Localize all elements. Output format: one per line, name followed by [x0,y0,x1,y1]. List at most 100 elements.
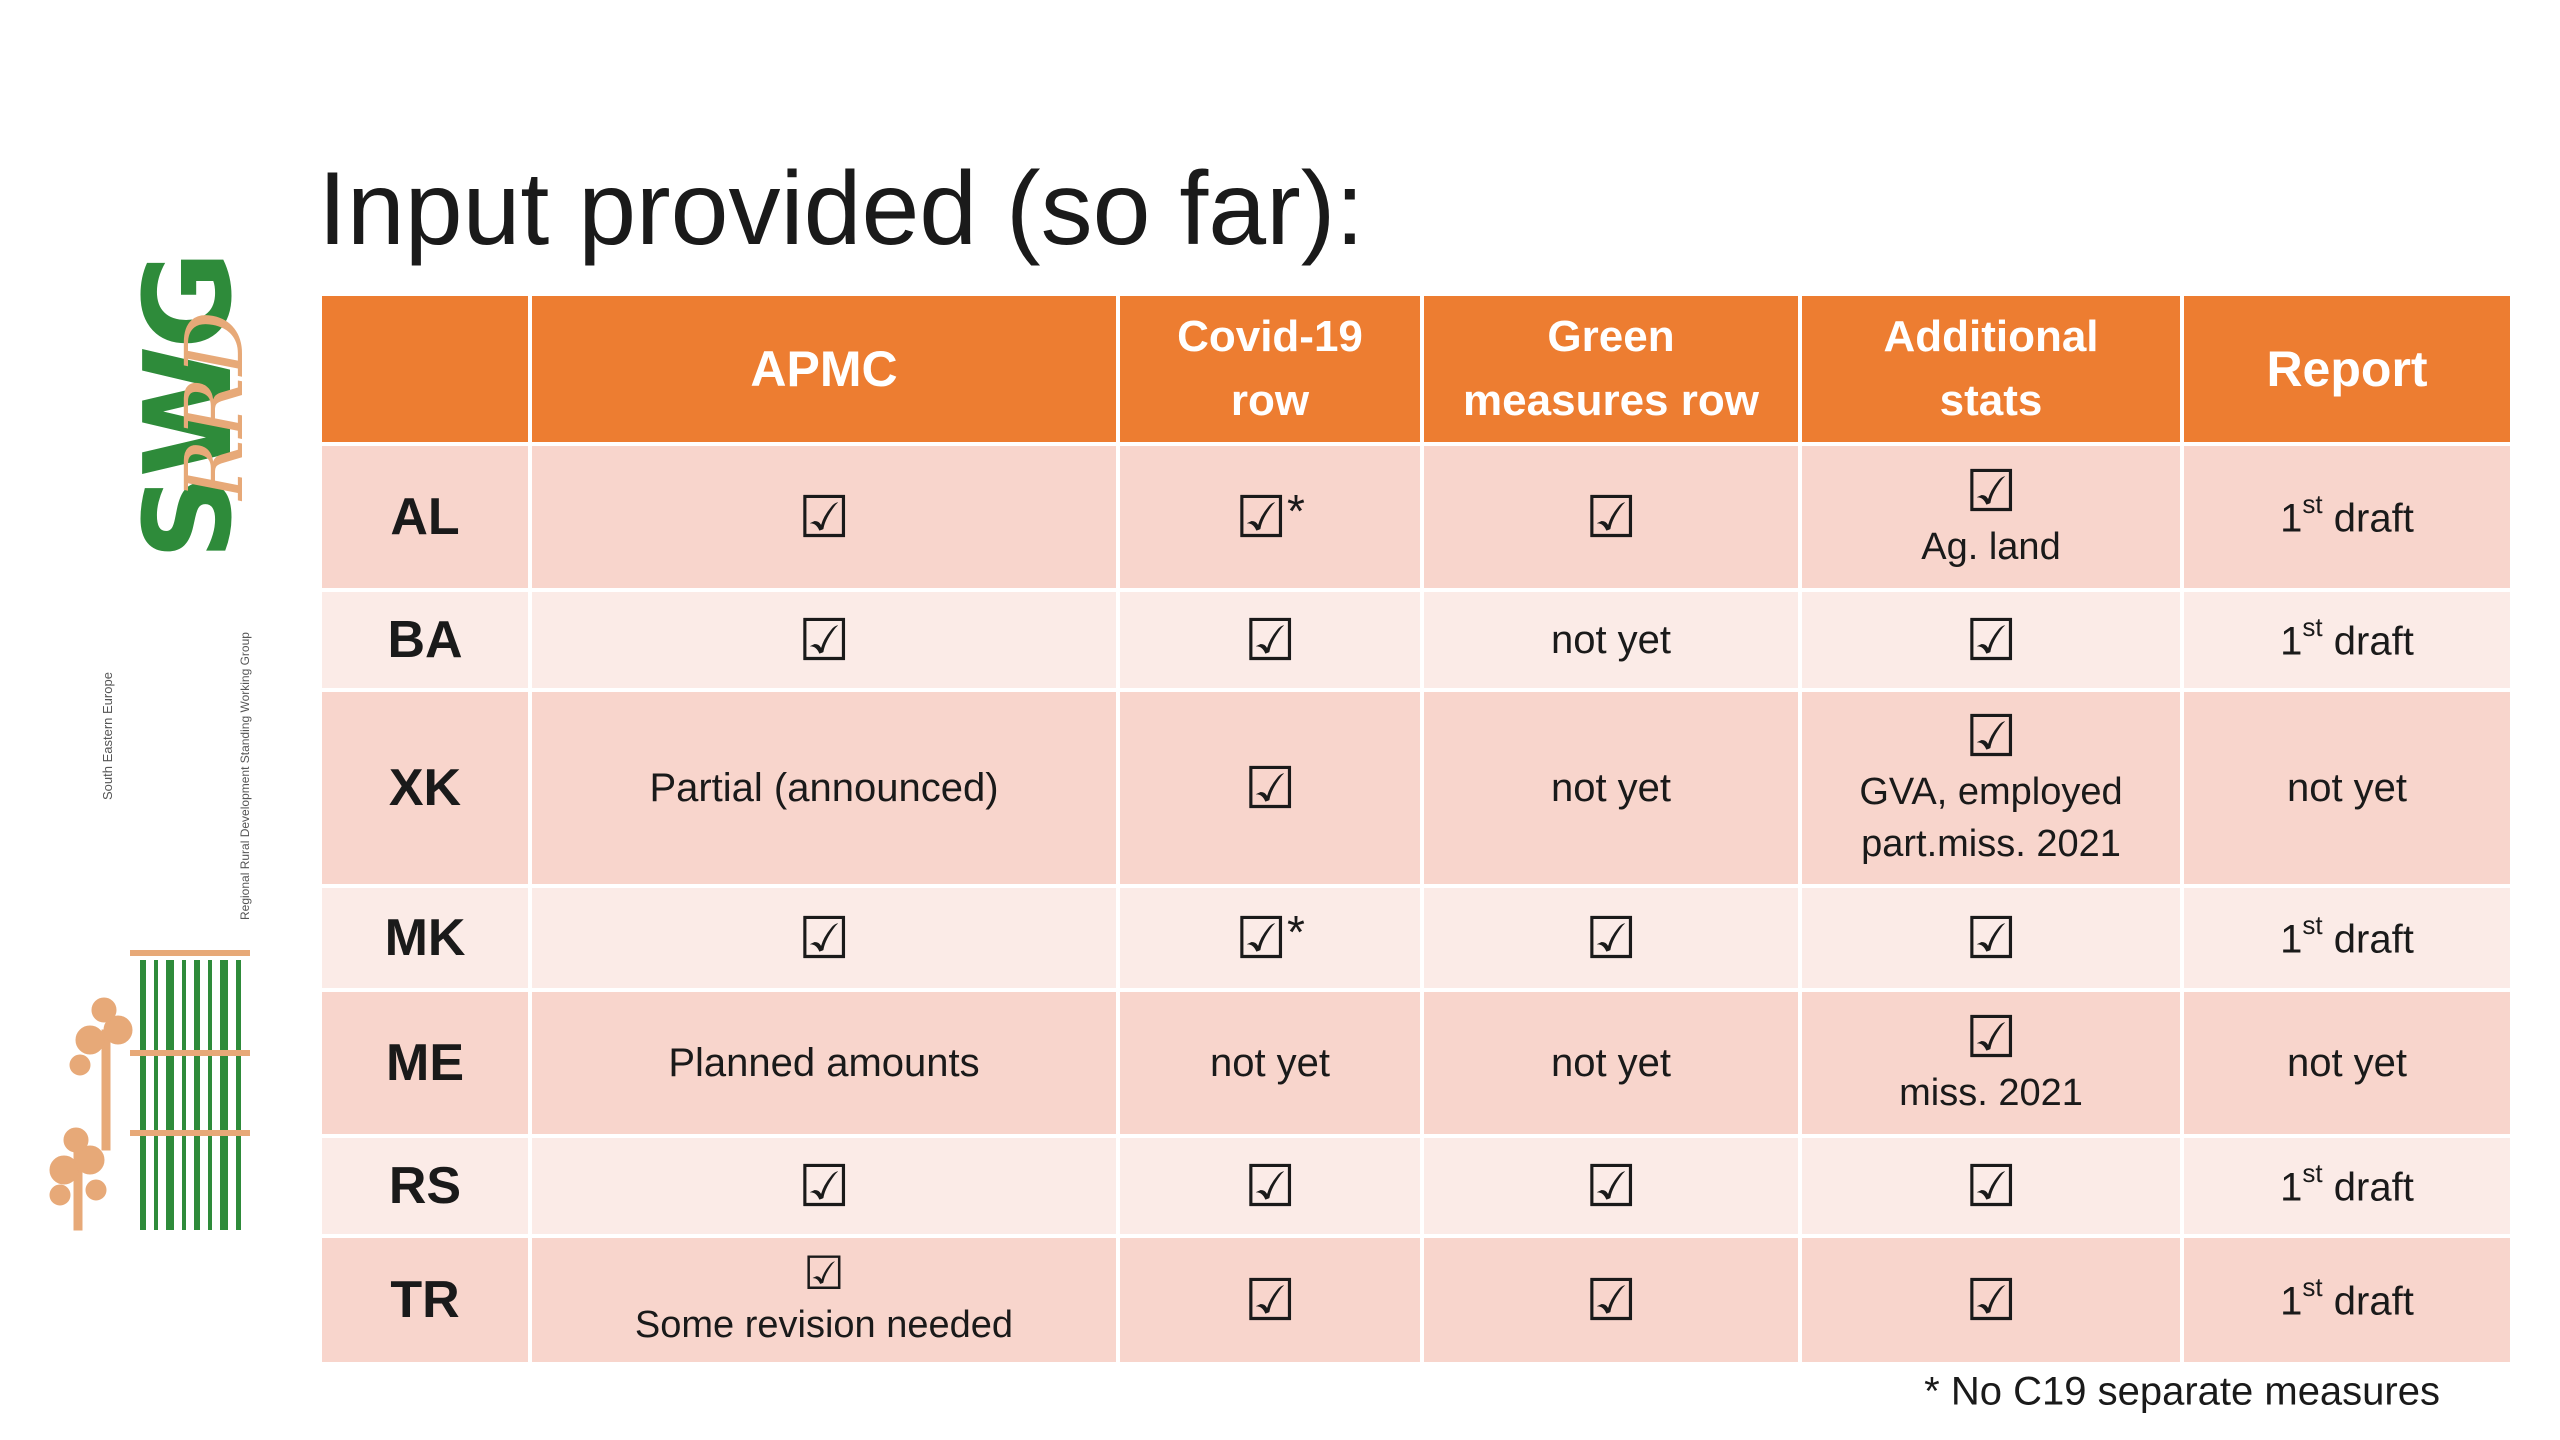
report-number: 1 [2280,496,2303,541]
report-number: 1 [2280,619,2303,664]
cell-green: not yet [1420,588,1802,692]
report-draft-label: draft [2322,496,2414,541]
table-row: AL ☑ ☑* ☑ ☑ Ag. land 1st draft [318,442,2514,592]
report-draft-label: draft [2322,1279,2414,1324]
cell-apmc: ☑ [528,1134,1120,1238]
cell-covid: ☑ [1116,1134,1424,1238]
cell-covid: ☑* [1116,442,1424,592]
cell-report: 1st draft [2180,1134,2514,1238]
checkbox-checked-icon: ☑ [798,605,850,674]
logo-rrd-text: RRD [168,309,261,500]
cell-report: 1st draft [2180,884,2514,992]
checkbox-checked-icon: ☑ [798,903,850,972]
checkbox-checked-icon: ☑ [1585,1265,1637,1334]
cell-additional: ☑ [1798,1234,2184,1366]
report-number: 1 [2280,917,2303,962]
cell-additional: ☑ [1798,588,2184,692]
header-country [318,292,532,446]
checkbox-checked-icon: ☑ [1244,605,1296,674]
header-apmc: APMC [528,292,1120,446]
cell-additional: ☑ Ag. land [1798,442,2184,592]
checkbox-checked-icon: ☑ [1585,903,1637,972]
checkbox-checked-icon: ☑ [1244,753,1296,822]
checkbox-checked-icon: ☑ [1965,605,2017,674]
cell-green: ☑ [1420,884,1802,992]
cell-apmc: Partial (announced) [528,688,1120,888]
checkbox-checked-icon: ☑ [1585,1151,1637,1220]
checkbox-checked-icon: ☑ [1965,1002,2017,1071]
green-text: not yet [1550,765,1672,810]
apmc-text: Partial (announced) [649,765,999,810]
footnote: * No C19 separate measures [1924,1369,2440,1414]
cell-country: XK [318,688,532,888]
slide-title: Input provided (so far): [318,151,1365,267]
asterisk-mark: * [1287,905,1305,958]
report-draft-label: draft [2322,619,2414,664]
cell-green: ☑ [1420,1234,1802,1366]
cell-country: AL [318,442,532,592]
green-text: not yet [1550,1040,1672,1085]
covid-text: not yet [1209,1040,1331,1085]
cell-report: 1st draft [2180,442,2514,592]
checkbox-checked-icon: ☑ [798,482,850,551]
checkbox-checked-icon: ☑ [1965,1265,2017,1334]
cell-green: not yet [1420,988,1802,1138]
cell-apmc: Planned amounts [528,988,1120,1138]
checkbox-checked-icon: ☑ [1965,1151,2017,1220]
report-draft-label: draft [2322,1165,2414,1210]
checkbox-checked-icon: ☑ [1965,701,2017,770]
header-green-line1: Green [1547,312,1675,361]
cell-green: not yet [1420,688,1802,888]
cell-covid: ☑ [1116,688,1424,888]
checkbox-checked-icon: ☑ [1235,903,1288,972]
swg-rrd-logo [30,390,270,1250]
input-status-table: APMC Covid-19 row Green measures row Add… [318,292,2514,1366]
table-body: AL ☑ ☑* ☑ ☑ Ag. land 1st draft BA ☑ ☑ not yet ☑ 1st … [318,442,2514,1366]
header-additional-line2: stats [1939,376,2043,425]
cell-report: 1st draft [2180,588,2514,692]
header-green-line2: measures row [1463,376,1759,425]
additional-note: Ag. land [1921,525,2061,568]
checkbox-checked-icon: ☑ [1965,903,2017,972]
table-header-row: APMC Covid-19 row Green measures row Add… [318,292,2514,446]
cell-report: not yet [2180,988,2514,1138]
cell-apmc: ☑ Some revision needed [528,1234,1120,1366]
apmc-note: Some revision needed [634,1303,1014,1346]
cell-report: 1st draft [2180,1234,2514,1366]
cell-additional: ☑ GVA, employed part.miss. 2021 [1798,688,2184,888]
cell-apmc: ☑ [528,588,1120,692]
report-ordinal-suffix: st [2302,1271,2323,1302]
cell-green: ☑ [1420,1134,1802,1238]
checkbox-checked-icon: ☑ [1244,1151,1296,1220]
logo-trees-barcode-icon [49,950,250,1231]
header-covid: Covid-19 row [1116,292,1424,446]
cell-apmc: ☑ [528,884,1120,992]
header-additional: Additional stats [1798,292,2184,446]
report-draft-label: draft [2322,917,2414,962]
logo-group-text: Regional Rural Development Standing Work… [238,632,252,920]
report-ordinal-suffix: st [2302,488,2323,519]
cell-report: not yet [2180,688,2514,888]
cell-country: BA [318,588,532,692]
additional-note: miss. 2021 [1899,1071,2083,1114]
cell-green: ☑ [1420,442,1802,592]
cell-additional: ☑ [1798,884,2184,992]
cell-additional: ☑ [1798,1134,2184,1238]
report-ordinal-suffix: st [2302,909,2323,940]
header-covid-line2: row [1230,376,1310,425]
table-row: XK Partial (announced) ☑ not yet ☑ GVA, emplo… [318,688,2514,888]
logo-region-text: South Eastern Europe [100,672,115,800]
report-number: 1 [2280,1279,2303,1324]
asterisk-mark: * [1287,484,1305,537]
header-green: Green measures row [1420,292,1802,446]
cell-covid: not yet [1116,988,1424,1138]
checkbox-checked-icon: ☑ [798,1151,850,1220]
report-text: not yet [2286,1040,2408,1085]
header-report: Report [2180,292,2514,446]
cell-country: TR [318,1234,532,1366]
header-additional-line1: Additional [1883,312,2099,361]
cell-country: ME [318,988,532,1138]
cell-covid: ☑* [1116,884,1424,992]
cell-apmc: ☑ [528,442,1120,592]
table-row: ME Planned amounts not yet not yet ☑ miss. 20… [318,988,2514,1138]
